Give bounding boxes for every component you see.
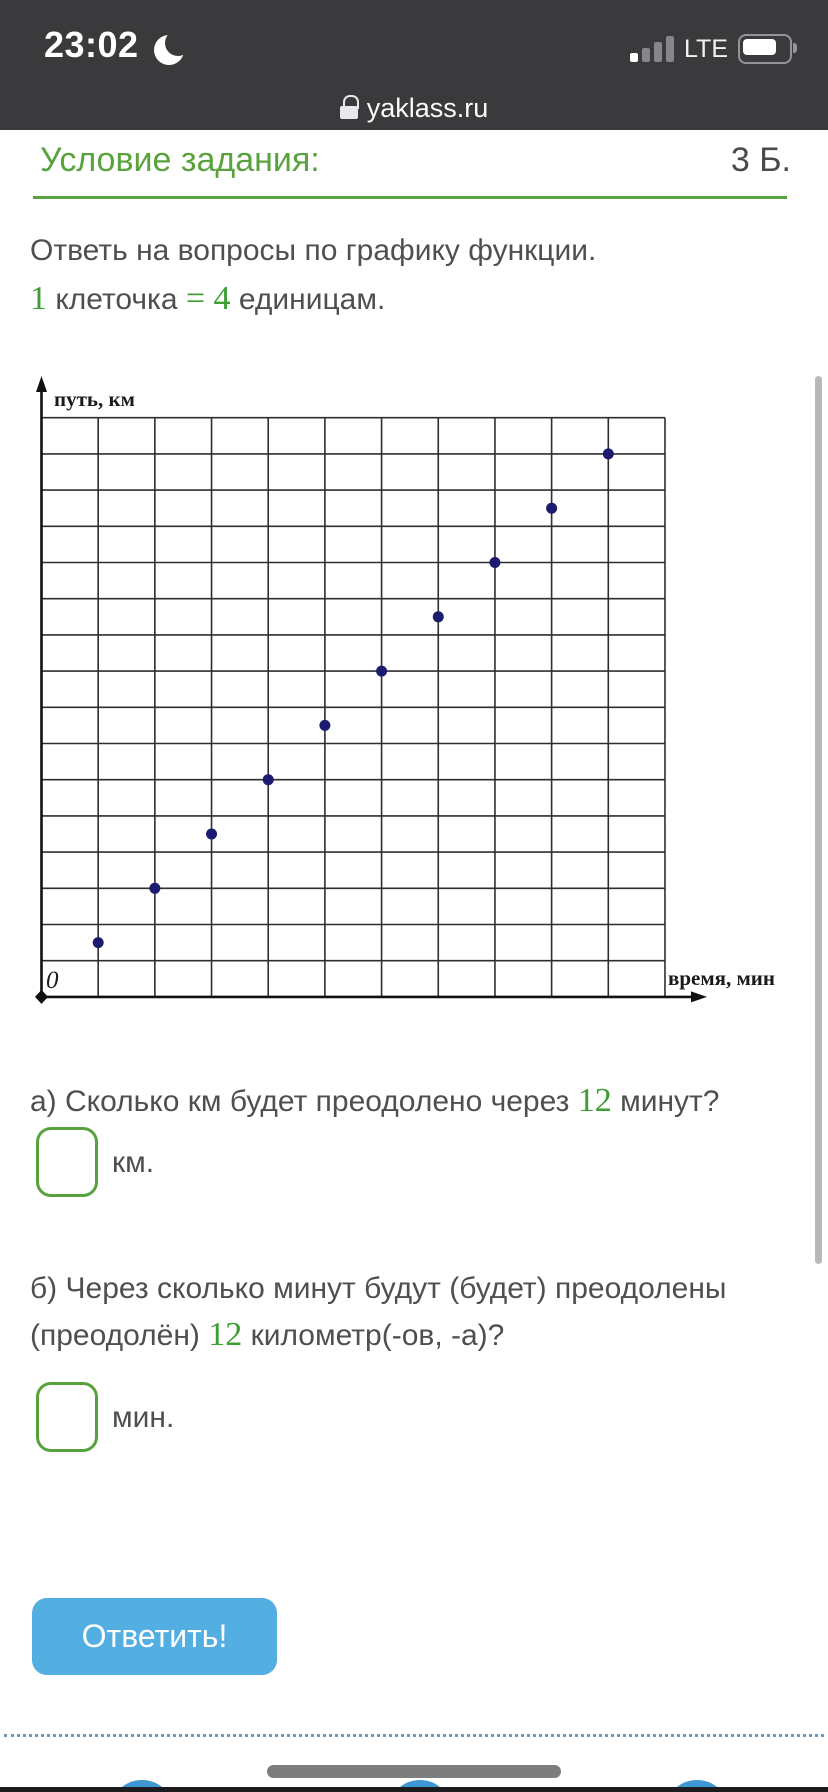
units-number: 4 [205, 280, 231, 317]
equals-sign: = [185, 280, 206, 317]
data-point [319, 719, 331, 731]
home-indicator[interactable] [267, 1765, 561, 1778]
y-axis-arrowhead [36, 376, 47, 392]
unit-label-min: мин. [112, 1401, 175, 1434]
data-point [546, 502, 558, 514]
data-point [92, 937, 104, 949]
task-instruction: Ответь на вопросы по графику функции. [30, 234, 597, 267]
data-point [206, 828, 218, 840]
data-point [262, 774, 274, 786]
unit-label-km: км. [112, 1146, 155, 1179]
origin-marker [35, 989, 48, 1004]
answer-input-b[interactable] [36, 1382, 98, 1452]
status-icons: LTE [630, 34, 797, 64]
question-a-text: а) Сколько км будет преодолено через 12 … [30, 1082, 720, 1119]
origin-zero-label: 0 [46, 967, 59, 994]
question-b-text-line2: (преодолён) 12 километр(-ов, -а)? [30, 1316, 505, 1353]
x-axis-arrowhead [691, 991, 707, 1003]
question-b-text-line1: б) Через сколько минут будут (будет) пре… [30, 1272, 727, 1305]
padlock-icon [339, 95, 359, 119]
signal-strength-icon [630, 36, 674, 62]
task-condition-title: Условие задания: [40, 141, 320, 179]
function-graph: путь, км время, мин 0 [35, 376, 775, 1004]
site-domain: yaklass.ru [366, 92, 489, 123]
address-bar[interactable]: yaklass.ru [0, 88, 828, 128]
screen-bottom-edge [0, 1787, 828, 1792]
dotted-section-divider [4, 1734, 824, 1737]
clock: 23:02 [44, 24, 139, 65]
task-points-badge: 3 Б. [730, 141, 791, 179]
cell-count-number: 1 [30, 280, 47, 317]
data-point [376, 665, 388, 677]
data-point [489, 557, 501, 568]
data-point [432, 611, 444, 623]
x-axis-label: время, мин [668, 966, 775, 990]
answer-input-a[interactable] [36, 1127, 98, 1197]
data-point [602, 448, 614, 460]
cell-scale-note: 1 клеточка = 4 единицам. [30, 280, 386, 317]
browser-top-bar: 23:02 LTE yaklass.ru [0, 0, 828, 130]
battery-icon [738, 34, 797, 64]
data-point [149, 882, 161, 894]
question-b-number: 12 [208, 1316, 243, 1353]
submit-answer-button[interactable]: Ответить! [32, 1598, 277, 1675]
header-divider [33, 196, 787, 199]
network-type-label: LTE [684, 34, 728, 63]
question-a-number: 12 [577, 1082, 612, 1119]
do-not-disturb-moon-icon [154, 30, 190, 65]
page-scrollbar[interactable] [815, 376, 822, 1264]
y-axis-label: путь, км [54, 387, 135, 411]
